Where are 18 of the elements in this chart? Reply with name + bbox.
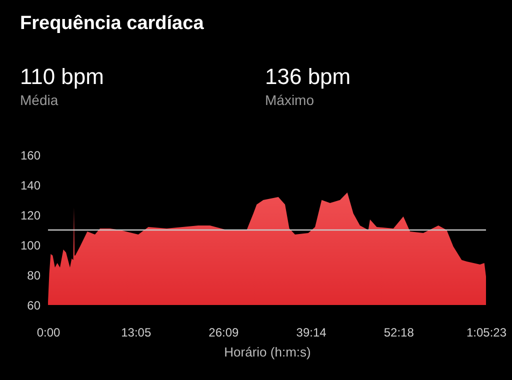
text: 110 bpm <box>20 64 104 89</box>
x-tick-label: 13:05 <box>121 326 152 340</box>
y-tick-label: 120 <box>20 208 41 222</box>
chart-title: Frequência cardíaca <box>20 13 204 34</box>
y-tick-label: 80 <box>27 268 41 282</box>
y-tick-label: 160 <box>20 148 41 162</box>
text: Média <box>20 92 58 108</box>
x-tick-label: 1:05:23 <box>466 326 507 340</box>
x-tick-label: 26:09 <box>208 326 240 340</box>
x-tick-label: 39:14 <box>296 326 327 340</box>
text: 136 bpm <box>265 64 351 89</box>
x-tick-label: 52:18 <box>384 326 414 340</box>
y-tick-label: 60 <box>27 298 41 312</box>
x-tick-label: 0:00 <box>36 326 60 340</box>
y-tick-label: 140 <box>20 178 41 192</box>
text: Máximo <box>265 92 314 108</box>
x-axis-title: Horário (h:m:s) <box>224 344 311 360</box>
y-tick-label: 100 <box>20 238 41 252</box>
